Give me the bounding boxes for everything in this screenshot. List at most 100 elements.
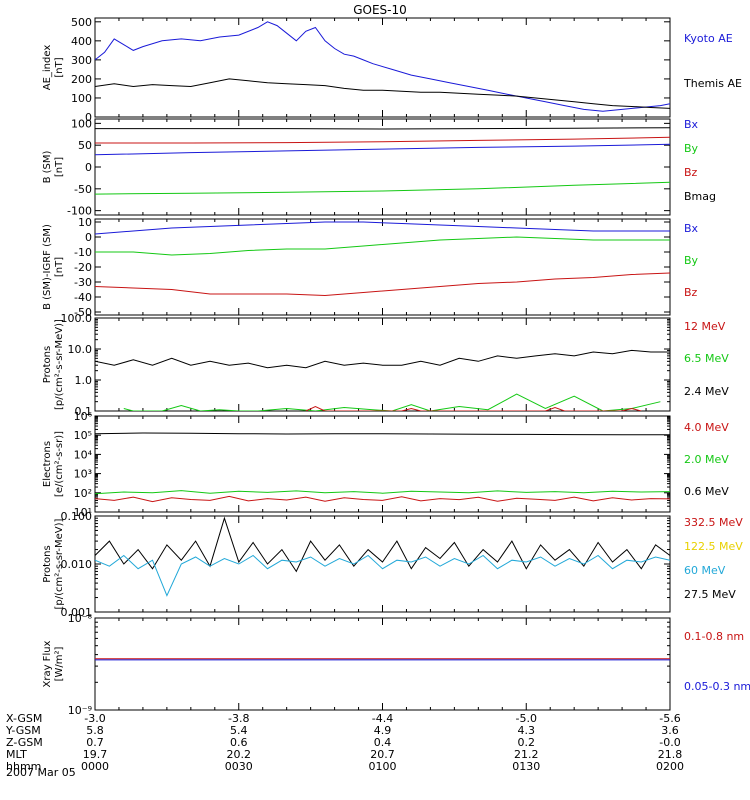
panel-electrons: 10¹ 10² 10³ 10⁴ 10⁵ 10⁶ Electrons [e/(cm²-s-sr)… (42, 410, 729, 519)
y-tick-label: -20 (74, 261, 92, 274)
legend-entry: Bx (684, 118, 699, 131)
y-axis-label: B (SM) (42, 150, 53, 183)
y-tick-label: -30 (74, 276, 92, 289)
y-axis-label: Protons (42, 346, 53, 383)
series-line-2-0-mev (95, 490, 670, 495)
time-axis-value: -3.8 (228, 712, 249, 725)
y-tick-label: -40 (74, 291, 92, 304)
y-tick-label: 400 (71, 35, 92, 48)
y-tick-label: -50 (74, 306, 92, 319)
time-axis-value: 5.4 (230, 724, 248, 737)
figure-title: GOES-10 (353, 3, 407, 17)
time-axis-value: 19.7 (83, 748, 108, 761)
legend-entry: Bz (684, 286, 698, 299)
legend-entry: 27.5 MeV (684, 588, 736, 601)
time-axis-value: 3.6 (661, 724, 679, 737)
series-line-themis-ae (95, 78, 670, 109)
time-axis-value: 21.2 (514, 748, 539, 761)
time-axis-value: 0.6 (230, 736, 248, 749)
y-axis-label: AE_index (42, 45, 53, 91)
y-axis-label: [p/(cm²-s-sr-MeV)] (54, 319, 65, 410)
y-axis-label: [nT] (54, 57, 65, 77)
time-axis-value: 0.7 (86, 736, 104, 749)
plot-frame (94, 218, 671, 316)
y-tick-label: 300 (71, 54, 92, 67)
y-axis-label: Protons (42, 545, 53, 582)
legend-entry: Bz (684, 166, 698, 179)
y-tick-label: -10 (74, 246, 92, 259)
plot-frame (94, 118, 671, 216)
legend-entry: 12 MeV (684, 320, 726, 333)
time-axis-value: -0.0 (659, 736, 680, 749)
y-tick-label: -100 (67, 205, 92, 218)
time-axis-value: -5.6 (659, 712, 680, 725)
series-line-by (95, 236, 670, 256)
time-axis-value: 5.8 (86, 724, 104, 737)
y-tick-label: 0.001 (61, 606, 93, 619)
series-line-kyoto-ae (95, 21, 670, 112)
y-tick-label: 10.0 (68, 343, 93, 356)
y-tick-label: 10⁻⁹ (68, 704, 92, 717)
y-tick-label: 0.010 (61, 558, 93, 571)
y-tick-label: 0 (85, 161, 92, 174)
time-axis-value: 20.2 (227, 748, 252, 761)
legend-entry: 0.1-0.8 nm (684, 630, 744, 643)
y-axis-label: [nT] (54, 157, 65, 177)
time-axis-value: -5.0 (516, 712, 537, 725)
series-line-bmag (95, 127, 670, 130)
series-line-2-4-mev (95, 349, 670, 369)
y-axis-label: [nT] (54, 257, 65, 277)
plot-frame (94, 317, 671, 412)
time-axis-value: 0000 (81, 760, 109, 773)
time-axis-value: 4.3 (518, 724, 536, 737)
legend-entry: By (684, 254, 699, 267)
legend-entry: 60 MeV (684, 564, 726, 577)
time-axis-value: 4.9 (374, 724, 392, 737)
y-tick-label: 10³ (74, 468, 92, 481)
series-line-4-0-mev (95, 495, 670, 503)
time-axis-row-label: Z-GSM (6, 736, 43, 749)
time-axis-value: 0.2 (518, 736, 536, 749)
y-tick-label: 10⁵ (74, 429, 92, 442)
series-line-bz (95, 272, 670, 297)
y-tick-label: -50 (74, 183, 92, 196)
y-tick-label: 10¹ (74, 506, 92, 519)
y-tick-label: 10² (74, 487, 92, 500)
time-axis-table: X-GSM -3.0 -3.8 -4.4 -5.0 -5.6 Y-GSM 5.8 5.4 4.9 4… (5, 712, 684, 773)
legend-entry: 2.0 MeV (684, 453, 729, 466)
time-axis-row-label: Y-GSM (5, 724, 41, 737)
y-tick-label: 100 (71, 117, 92, 130)
series-line-27-5-mev (95, 516, 670, 573)
time-axis-value: -3.0 (84, 712, 105, 725)
y-axis-label: B (SM)-IGRF (SM) (42, 224, 53, 310)
y-tick-label: 100 (71, 92, 92, 105)
panel-protons_high: 0.001 0.010 0.100 Protons [p/(cm²-s-sr-MeV)]… (42, 510, 743, 619)
series-line-bx (95, 221, 670, 235)
y-axis-label: Xray Flux (42, 640, 53, 687)
time-axis-value: 0130 (512, 760, 540, 773)
y-axis-label: [W/m²] (54, 646, 65, 681)
y-axis-label: Electrons (42, 441, 53, 487)
y-tick-label: 10⁻⁸ (68, 612, 93, 625)
time-axis-row-label: MLT (6, 748, 27, 761)
series-line-bx (95, 143, 670, 156)
legend-entry: Bmag (684, 190, 716, 203)
y-tick-label: 100.0 (61, 312, 93, 325)
y-tick-label: 50 (78, 139, 92, 152)
time-axis-row-label: X-GSM (6, 712, 42, 725)
time-axis-value: -4.4 (372, 712, 393, 725)
panel-bsm: -100 -50 0 50 100 B (SM) [nT] Bx By Bz Bmag (42, 117, 716, 217)
y-tick-label: 0 (85, 231, 92, 244)
panel-xray: 10⁻⁹ 10⁻⁸ Xray Flux [W/m²] 0.1-0.8 nm 0.05-0.… (42, 612, 750, 717)
plot-frame (94, 617, 671, 711)
legend-entry: 0.05-0.3 nm (684, 680, 750, 693)
legend-entry: 332.5 MeV (684, 516, 743, 529)
time-axis-value: 0.4 (374, 736, 392, 749)
y-tick-label: 1.0 (75, 374, 93, 387)
legend-entry: Themis AE (683, 77, 742, 90)
time-axis-value: 21.8 (658, 748, 683, 761)
panel-bdiff: -50 -40 -30 -20 -10 0 10 B (SM)-IGRF (SM) [nT] Bx… (42, 216, 699, 319)
y-tick-label: 10⁴ (74, 448, 93, 461)
